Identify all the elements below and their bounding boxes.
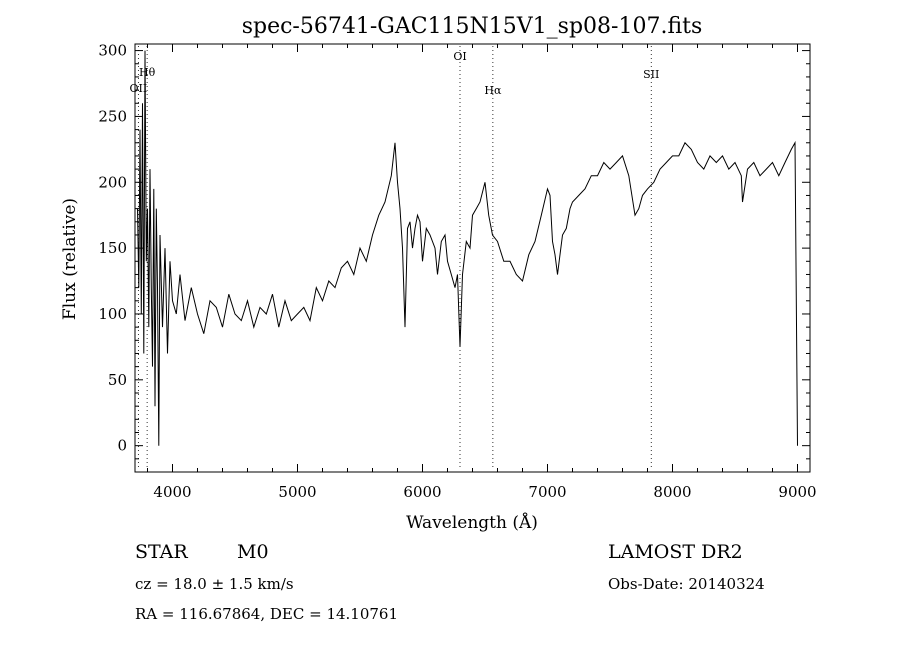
y-tick-label: 50 xyxy=(108,371,127,389)
line-labels: OII Hθ OI Hα SII xyxy=(130,50,660,97)
redshift-cz: cz = 18.0 ± 1.5 km/s xyxy=(135,575,294,593)
chart-title: spec-56741-GAC115N15V1_sp08-107.fits xyxy=(242,14,703,39)
x-axis-ticks: 4000 5000 6000 7000 8000 9000 xyxy=(147,44,817,501)
reference-line-label: OII xyxy=(130,82,148,95)
observation-date: Obs-Date: 20140324 xyxy=(608,575,765,593)
x-tick-label: 8000 xyxy=(653,483,691,501)
x-axis-label: Wavelength (Å) xyxy=(406,512,538,533)
x-tick-label: 7000 xyxy=(528,483,566,501)
y-tick-label: 150 xyxy=(98,239,127,257)
y-axis-ticks: 0 50 100 150 200 250 300 xyxy=(98,42,810,460)
object-subclass: M0 xyxy=(237,541,269,563)
y-tick-label: 100 xyxy=(98,305,127,323)
spectrum-line xyxy=(137,50,798,446)
y-tick-label: 250 xyxy=(98,107,127,125)
y-tick-label: 300 xyxy=(98,42,127,60)
y-tick-label: 0 xyxy=(117,437,127,455)
x-tick-label: 5000 xyxy=(278,483,316,501)
reference-line-label: Hα xyxy=(484,84,502,97)
x-tick-label: 6000 xyxy=(403,483,441,501)
plot-frame xyxy=(134,43,811,473)
y-tick-label: 200 xyxy=(98,173,127,191)
reference-lines xyxy=(137,46,652,470)
coordinates: RA = 116.67864, DEC = 14.10761 xyxy=(135,605,399,623)
y-axis-label: Flux (relative) xyxy=(60,198,80,320)
object-class: STAR xyxy=(135,541,188,563)
x-tick-label: 4000 xyxy=(153,483,191,501)
reference-line-label: OI xyxy=(453,50,466,63)
survey-name: LAMOST DR2 xyxy=(608,541,743,563)
reference-line-label: SII xyxy=(643,68,659,81)
x-tick-label: 9000 xyxy=(778,483,816,501)
reference-line-label: Hθ xyxy=(139,66,156,79)
